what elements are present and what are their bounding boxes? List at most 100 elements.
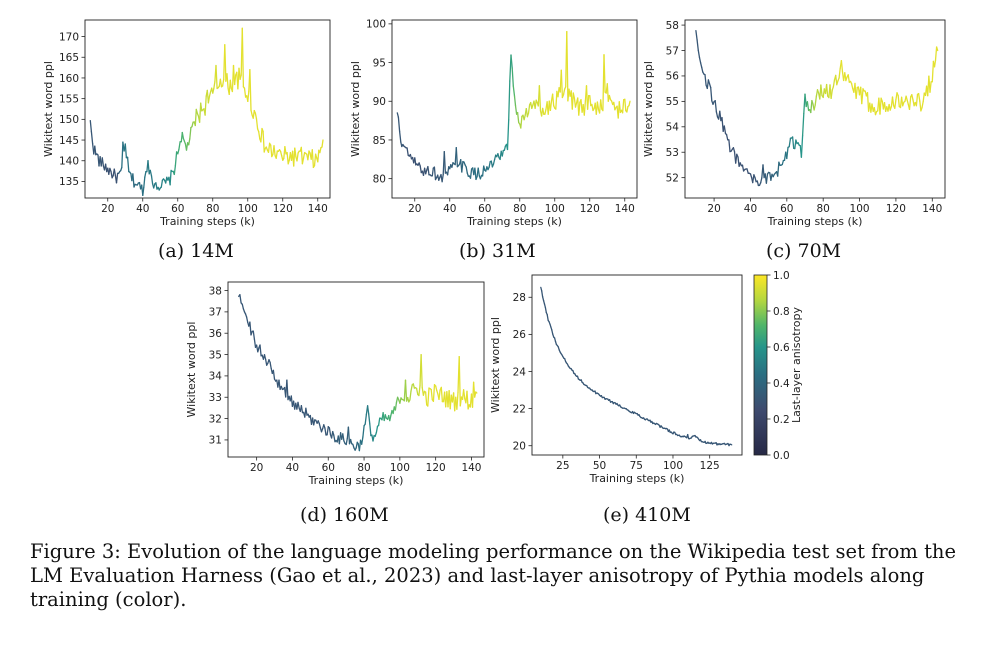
series-segment [397,116,401,132]
y-tick-label: 35 [209,349,222,361]
series-segment [90,131,94,145]
series-segment [149,169,153,177]
series-segment [919,100,922,112]
series-segment [239,294,242,304]
series-segment [318,422,322,429]
series-segment [538,85,542,112]
series-segment [534,99,537,109]
series-segment [908,96,912,111]
series-segment [427,387,430,407]
series-segment [814,95,818,106]
series-segment [800,135,804,158]
plot-frame [531,274,743,456]
series-segment [510,54,513,69]
x-tick-label: 140 [461,462,481,474]
series-segment [514,104,518,115]
x-tick-label: 100 [663,460,683,472]
series-segment [520,115,523,129]
x-tick-label: 140 [308,203,328,215]
series-segment [419,165,422,174]
series-segment [89,119,93,133]
series-segment [115,172,119,184]
series-segment [174,151,178,167]
series-segment [250,109,253,116]
series-segment [555,90,558,110]
y-tick-label: 85 [373,135,386,147]
x-tick-label: 120 [426,462,446,474]
series-segment [583,100,587,116]
series-segment [855,86,858,99]
series-segment [94,145,97,156]
x-tick-label: 125 [700,460,720,472]
series-segment [368,413,371,425]
x-tick-label: 140 [922,203,942,215]
series-segment [777,161,780,177]
x-axis-label: Training steps (k) [589,472,685,485]
series-segment [213,80,216,90]
series-segment [305,407,308,416]
series-segment [433,166,437,181]
series-segment [472,381,476,398]
series-segment [603,54,606,93]
series-segment [364,413,368,425]
series-segment [735,153,738,164]
series-segment [212,87,215,94]
series-line [396,30,631,183]
series-segment [788,137,792,148]
series-segment [169,169,172,186]
series-segment [698,56,702,64]
series-segment [879,97,882,115]
series-segment [252,330,256,340]
series-segment [191,121,194,128]
series-segment [728,139,731,153]
series-segment [606,83,609,102]
y-tick-label: 53 [666,147,679,159]
series-segment [523,114,526,121]
series-segment [586,94,590,110]
series-segment [361,436,364,445]
series-segment [516,111,520,124]
series-segment [173,164,177,176]
x-tick-label: 80 [206,203,219,215]
series-segment [723,125,727,135]
series-segment [503,145,507,151]
series-segment [906,99,910,106]
series-segment [446,166,450,176]
x-tick-label: 120 [886,203,906,215]
y-tick-label: 90 [373,96,386,108]
series-segment [101,157,105,167]
series-segment [284,146,287,155]
series-segment [621,99,625,114]
series-segment [501,149,504,157]
series-segment [406,147,409,156]
series-segment [708,83,712,89]
x-tick-label: 120 [580,203,600,215]
series-segment [527,104,531,114]
series-segment [732,147,736,153]
series-segment [424,391,428,406]
x-tick-label: 60 [780,203,793,215]
y-tick-label: 80 [373,173,386,185]
y-tick-label: 55 [666,96,679,108]
y-tick-label: 36 [209,328,223,340]
series-line [238,294,478,452]
series-segment [765,173,769,184]
series-segment [546,313,549,322]
series-segment [313,419,316,426]
series-segment [469,168,473,179]
series-segment [628,100,631,107]
series-segment [155,182,158,190]
series-segment [710,86,713,102]
y-axis-label: Wikitext word ppl [489,317,502,413]
series-segment [147,160,150,175]
chart-panel-160m: 20 40 60 80 100 120 140 31 32 33 34 35 36 37 38 Trainin… [185,281,485,487]
series-segment [915,93,919,107]
series-segment [701,66,704,73]
series-segment [150,175,154,185]
y-tick-label: 150 [59,114,79,126]
series-segment [508,80,511,121]
series-segment [578,101,581,116]
series-segment [253,338,257,348]
caption-c: (c) 70M [766,240,842,262]
series-segment [347,426,351,445]
